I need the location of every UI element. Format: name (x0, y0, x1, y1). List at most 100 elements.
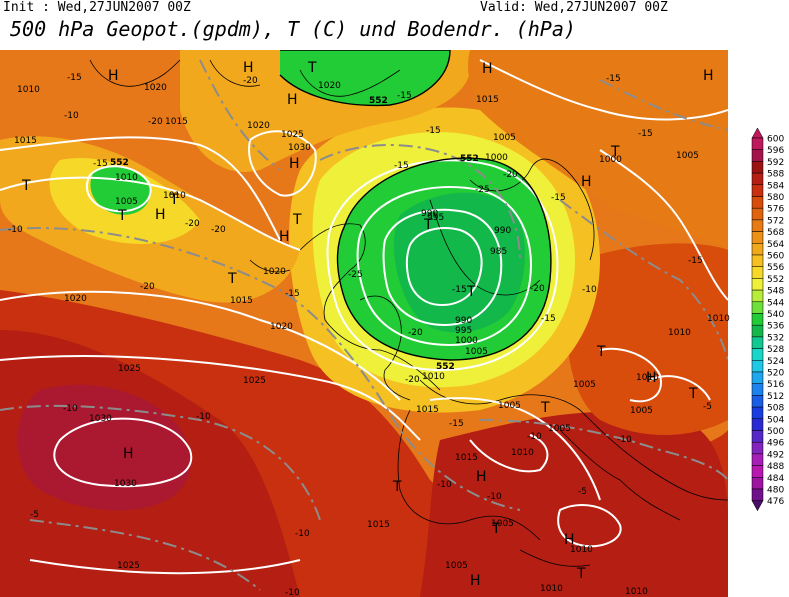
high-marker: H (287, 92, 298, 108)
weather-map: 1015 1020 1025 1025 1020 1015 1030 1030 … (0, 50, 784, 597)
colorbar-swatch (751, 301, 764, 314)
geopotential-shading (0, 50, 728, 597)
colorbar-swatch (751, 488, 764, 501)
isotherm-label: -10 (63, 404, 78, 414)
isobar-label: 1005 (493, 133, 516, 143)
isotherm-label: -20 (140, 282, 155, 292)
isotherm-label: -15 (449, 419, 464, 429)
isotherm-label: -5 (578, 487, 587, 497)
coastlines (89, 59, 728, 567)
isotherm-label: -10 (64, 111, 79, 121)
init-time-label: Init : Wed,27JUN2007 00Z (3, 0, 191, 15)
high-marker: H (581, 174, 592, 190)
isotherm-label: -25 (475, 185, 490, 195)
isotherm-label: -20 (148, 117, 163, 127)
isotherm-label: -15 (638, 129, 653, 139)
isobar-label: 1010 (636, 373, 659, 383)
colorbar-level-label: 544 (767, 298, 784, 308)
colorbar-swatch (751, 430, 764, 443)
colorbar-swatch (751, 406, 764, 420)
colorbar-level-label: 540 (767, 310, 784, 320)
isobar-label: 1020 (144, 83, 167, 93)
isobar-label: 1005 (115, 197, 138, 207)
low-marker: T (466, 284, 476, 300)
colorbar-swatch (751, 383, 764, 396)
high-marker: H (289, 156, 300, 172)
colorbar-level-label: 520 (767, 369, 784, 379)
colorbar-level-label: 528 (767, 345, 784, 355)
isobar-label: 1010 (511, 448, 534, 458)
low-marker: T (596, 344, 606, 360)
low-marker: T (423, 217, 433, 233)
isobar-label: 1005 (573, 380, 596, 390)
colorbar-swatch (751, 477, 764, 490)
colorbar-level-label: 512 (767, 392, 784, 402)
low-marker: T (169, 192, 179, 208)
colorbar-swatch (751, 219, 764, 232)
colorbar-level-label: 584 (767, 181, 784, 191)
high-marker: H (279, 229, 290, 245)
colorbar-level-label: 476 (767, 497, 784, 507)
colorbar-level-label: 600 (767, 135, 784, 145)
isotherm-label: -20 (185, 219, 200, 229)
isobars (0, 59, 728, 575)
isotherm-label: -15 (394, 161, 409, 171)
colorbar-swatch (751, 231, 764, 244)
isobar-label: 1025 (118, 364, 141, 374)
isotherm-label: -15 (285, 289, 300, 299)
colorbar-level-label: 596 (767, 146, 784, 156)
isobar-label: 1010 (668, 328, 691, 338)
valid-time-label: Valid: Wed,27JUN2007 00Z (480, 0, 668, 15)
isotherm-label: -10 (196, 412, 211, 422)
colorbar-swatch (751, 149, 764, 162)
isotherm-label: -15 (606, 74, 621, 84)
isobar-label: 1030 (89, 414, 112, 424)
low-marker: T (576, 566, 586, 582)
isobar-label: 1005 (676, 151, 699, 161)
isobar-label: 1010 (625, 587, 648, 597)
colorbar-level-label: 532 (767, 333, 784, 343)
colorbar-level-label: 508 (767, 404, 784, 414)
colorbar-level-label: 484 (767, 474, 784, 484)
colorbar-level-label: 524 (767, 357, 784, 367)
isobar-label: 985 (490, 247, 507, 257)
isotherm-label: -10 (437, 480, 452, 490)
colorbar-swatch (751, 465, 764, 478)
isotherm-label: -20 (211, 225, 226, 235)
colorbar-swatch (751, 371, 764, 384)
colorbar-level-label: 492 (767, 450, 784, 460)
isotherm-label: -20 (243, 76, 258, 86)
colorbar-swatch (751, 418, 764, 431)
isobar-label: 1025 (117, 561, 140, 571)
isobar-label: 1025 (243, 376, 266, 386)
isobar-label: 1025 (281, 130, 304, 140)
colorbar-level-label: 496 (767, 439, 784, 449)
colorbar-level-label: 568 (767, 228, 784, 238)
isotherm-label: -5 (703, 402, 712, 412)
colorbar-level-label: 504 (767, 415, 784, 425)
isotherm-label: -15 (688, 256, 703, 266)
isobar-label: 1015 (367, 520, 390, 530)
isotherm-label: -20 (408, 328, 423, 338)
colorbar-swatch (751, 196, 764, 209)
isobar-label: 1030 (114, 479, 137, 489)
high-marker: H (243, 60, 254, 76)
isobar-label: 1010 (707, 314, 730, 324)
colorbar-level-label: 564 (767, 240, 784, 250)
colorbar-swatch (751, 278, 764, 291)
isobar-label: 995 (427, 213, 444, 223)
high-marker: H (703, 68, 714, 84)
high-marker: H (482, 61, 493, 77)
isotherm-label: -20 (503, 170, 518, 180)
isobar-label: 1005 (465, 347, 488, 357)
colorbar-swatch (751, 207, 764, 221)
low-marker: T (688, 386, 698, 402)
colorbar-level-label: 556 (767, 263, 784, 273)
high-marker: H (108, 68, 119, 84)
isotherm-label: -20 (530, 284, 545, 294)
colorbar-swatch (751, 137, 764, 150)
low-marker: T (392, 479, 402, 495)
colorbar-level-label: 592 (767, 158, 784, 168)
isotherm-label: -10 (617, 435, 632, 445)
isobar-label: 995 (455, 326, 472, 336)
